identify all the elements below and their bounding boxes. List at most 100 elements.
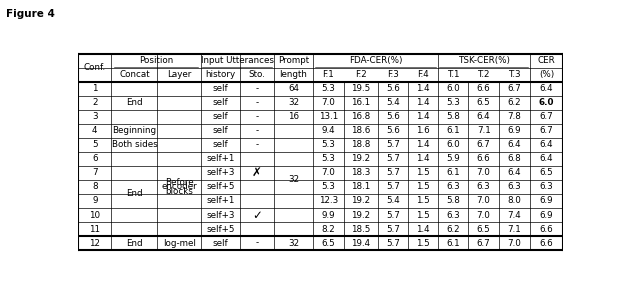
Text: 32: 32 bbox=[288, 175, 299, 184]
Text: ✓: ✓ bbox=[252, 208, 262, 222]
Text: 8.0: 8.0 bbox=[507, 196, 521, 205]
Text: Layer: Layer bbox=[167, 70, 192, 79]
Text: -: - bbox=[255, 126, 259, 135]
Text: 9.4: 9.4 bbox=[322, 126, 336, 135]
Text: F.3: F.3 bbox=[387, 70, 399, 79]
Text: 9: 9 bbox=[92, 196, 98, 205]
Text: 6.0: 6.0 bbox=[446, 84, 460, 93]
Text: 19.2: 19.2 bbox=[351, 210, 371, 220]
Text: self: self bbox=[213, 239, 228, 248]
Text: 5.7: 5.7 bbox=[386, 210, 400, 220]
Text: blocks: blocks bbox=[165, 187, 193, 196]
Text: 2: 2 bbox=[92, 98, 98, 107]
Text: self: self bbox=[213, 84, 228, 93]
Text: 1.4: 1.4 bbox=[416, 112, 430, 121]
Text: (%): (%) bbox=[539, 70, 554, 79]
Text: 5.7: 5.7 bbox=[386, 140, 400, 149]
Text: 19.2: 19.2 bbox=[351, 196, 371, 205]
Text: 1.4: 1.4 bbox=[416, 98, 430, 107]
Text: -: - bbox=[255, 140, 259, 149]
Text: 1.4: 1.4 bbox=[416, 225, 430, 234]
Text: Sto.: Sto. bbox=[249, 70, 265, 79]
Text: 32: 32 bbox=[288, 98, 299, 107]
Text: 6.9: 6.9 bbox=[540, 196, 553, 205]
Text: self+5: self+5 bbox=[207, 225, 235, 234]
Text: 1: 1 bbox=[92, 84, 98, 93]
Text: 6.7: 6.7 bbox=[477, 140, 491, 149]
Text: 7.0: 7.0 bbox=[322, 168, 336, 177]
Text: 1.4: 1.4 bbox=[416, 154, 430, 163]
Text: 4: 4 bbox=[92, 126, 98, 135]
Text: 16.1: 16.1 bbox=[351, 98, 371, 107]
Text: 5.6: 5.6 bbox=[386, 84, 400, 93]
Text: ✗: ✗ bbox=[252, 166, 262, 179]
Text: 6.3: 6.3 bbox=[477, 182, 491, 191]
Text: Both sides: Both sides bbox=[111, 140, 157, 149]
Text: Prompt: Prompt bbox=[278, 57, 309, 65]
Text: 12: 12 bbox=[90, 239, 100, 248]
Text: log-mel: log-mel bbox=[163, 239, 195, 248]
Text: 7.0: 7.0 bbox=[507, 239, 521, 248]
Text: 6.5: 6.5 bbox=[540, 168, 553, 177]
Text: 6.5: 6.5 bbox=[477, 98, 491, 107]
Text: 1.5: 1.5 bbox=[416, 182, 430, 191]
Text: self: self bbox=[213, 98, 228, 107]
Text: 16.8: 16.8 bbox=[351, 112, 371, 121]
Text: 1.4: 1.4 bbox=[416, 140, 430, 149]
Text: T.2: T.2 bbox=[478, 70, 490, 79]
Text: F.1: F.1 bbox=[322, 70, 334, 79]
Text: 6.1: 6.1 bbox=[446, 168, 459, 177]
Text: 6.7: 6.7 bbox=[477, 239, 491, 248]
Text: 7.0: 7.0 bbox=[476, 196, 491, 205]
Text: 10: 10 bbox=[90, 210, 100, 220]
Text: 6.4: 6.4 bbox=[540, 154, 553, 163]
Text: length: length bbox=[279, 70, 307, 79]
Text: 5.7: 5.7 bbox=[386, 182, 400, 191]
Text: 6.4: 6.4 bbox=[540, 140, 553, 149]
Text: 5.7: 5.7 bbox=[386, 239, 400, 248]
Text: Figure 4: Figure 4 bbox=[6, 9, 55, 19]
Text: 1.4: 1.4 bbox=[416, 84, 430, 93]
Text: 6.0: 6.0 bbox=[539, 98, 554, 107]
Text: T.3: T.3 bbox=[508, 70, 521, 79]
Text: 6.7: 6.7 bbox=[507, 84, 521, 93]
Text: -: - bbox=[255, 84, 259, 93]
Text: 19.5: 19.5 bbox=[351, 84, 371, 93]
Text: 5.9: 5.9 bbox=[446, 154, 460, 163]
Text: 7: 7 bbox=[92, 168, 98, 177]
Text: self+1: self+1 bbox=[207, 196, 235, 205]
Text: End: End bbox=[126, 239, 143, 248]
Text: 13.1: 13.1 bbox=[319, 112, 338, 121]
Text: 6.3: 6.3 bbox=[446, 210, 460, 220]
Text: 6.9: 6.9 bbox=[508, 126, 521, 135]
Text: 6.5: 6.5 bbox=[322, 239, 336, 248]
Text: 9.9: 9.9 bbox=[322, 210, 336, 220]
Text: 6.4: 6.4 bbox=[477, 112, 490, 121]
Text: 18.8: 18.8 bbox=[351, 140, 371, 149]
Text: 5.6: 5.6 bbox=[386, 112, 400, 121]
Text: self+5: self+5 bbox=[207, 182, 235, 191]
Text: Before: Before bbox=[165, 178, 193, 186]
Text: 16: 16 bbox=[288, 112, 299, 121]
Text: 5: 5 bbox=[92, 140, 98, 149]
Text: 6.8: 6.8 bbox=[507, 154, 521, 163]
Text: 32: 32 bbox=[288, 239, 299, 248]
Text: 6.3: 6.3 bbox=[507, 182, 521, 191]
Text: 5.7: 5.7 bbox=[386, 154, 400, 163]
Text: 6.6: 6.6 bbox=[540, 225, 553, 234]
Text: 11: 11 bbox=[90, 225, 100, 234]
Text: 7.1: 7.1 bbox=[507, 225, 521, 234]
Text: 6.4: 6.4 bbox=[508, 140, 521, 149]
Text: 7.0: 7.0 bbox=[476, 168, 491, 177]
Text: 18.1: 18.1 bbox=[351, 182, 371, 191]
Text: 5.8: 5.8 bbox=[446, 196, 460, 205]
Text: 5.4: 5.4 bbox=[386, 98, 400, 107]
Text: 18.5: 18.5 bbox=[351, 225, 371, 234]
Text: self: self bbox=[213, 140, 228, 149]
Text: self+3: self+3 bbox=[207, 210, 235, 220]
Text: self: self bbox=[213, 112, 228, 121]
Text: 18.6: 18.6 bbox=[351, 126, 371, 135]
Text: 6.2: 6.2 bbox=[508, 98, 521, 107]
Text: 6: 6 bbox=[92, 154, 98, 163]
Text: 1.5: 1.5 bbox=[416, 210, 430, 220]
